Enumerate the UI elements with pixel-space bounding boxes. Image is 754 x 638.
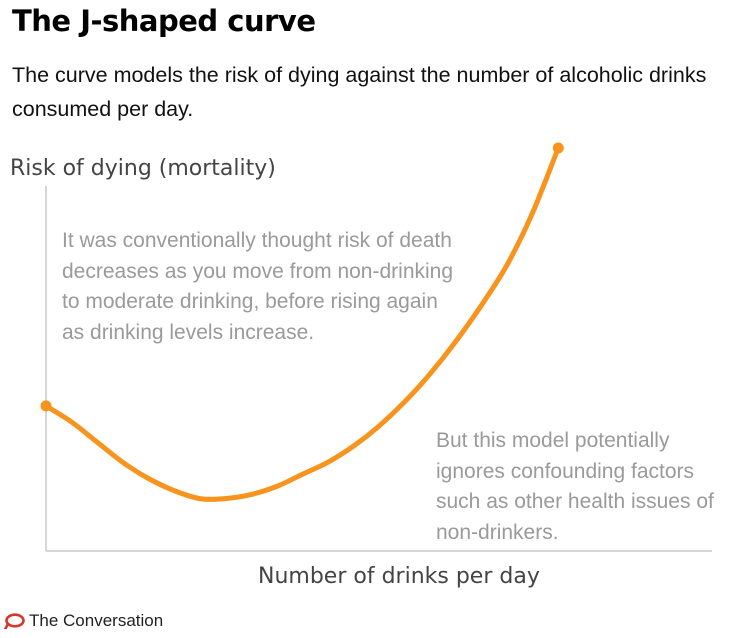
source-credit[interactable]: The Conversation: [4, 611, 163, 631]
chart-subtitle: The curve models the risk of dying again…: [12, 63, 707, 121]
series-start-point: [40, 400, 52, 412]
chart-title: The J-shaped curve: [12, 4, 316, 38]
source-name: The Conversation: [29, 611, 164, 630]
y-axis-label: Risk of dying (mortality): [10, 156, 276, 181]
series-end-point: [552, 142, 564, 154]
annotation-conventional-view: It was conventionally thought risk of de…: [62, 229, 454, 344]
annotation-confounding-factors: But this model potentially ignores confo…: [436, 429, 714, 544]
series-line: [43, 145, 561, 502]
x-axis-label: Number of drinks per day: [258, 564, 540, 589]
series-points: [40, 142, 564, 412]
the-conversation-logo-icon: [4, 613, 25, 629]
